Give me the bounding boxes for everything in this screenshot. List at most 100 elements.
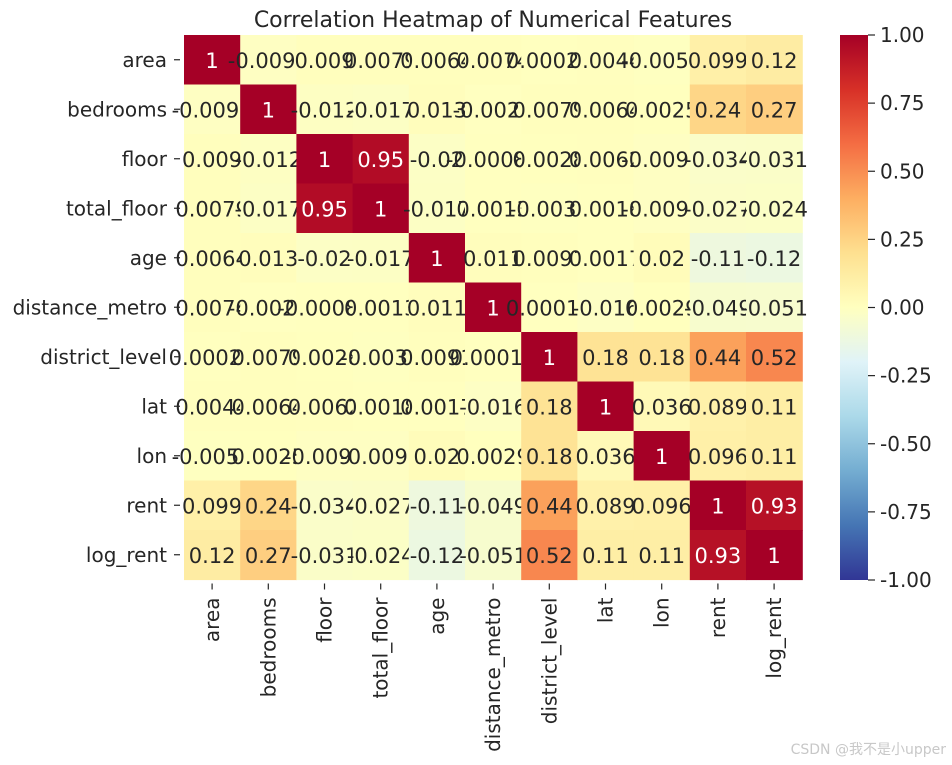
heatmap-cell-distance_metro-distance_metro (465, 282, 522, 333)
colorbar-tick-label-0.50: 0.50 (880, 159, 925, 183)
cell-value-label-distance_metro-area: 0.0074 (175, 296, 248, 320)
heatmap-cell-lon-rent (689, 431, 747, 482)
heatmap-cell-rent-age (408, 480, 466, 531)
heatmap-cell-rent-lon (633, 480, 691, 531)
cell-value-label-lat-area: 0.0044 (175, 395, 248, 419)
heatmap-cell-bedrooms-lon (633, 84, 691, 135)
heatmap-cell-area-age (408, 35, 466, 86)
cell-value-label-bedrooms-area: -0.0096 (172, 98, 253, 122)
heatmap-cell-district_level-log_rent (746, 332, 803, 383)
cell-value-label-floor-lat: 0.0062 (569, 148, 642, 172)
cell-value-label-log_rent-bedrooms: 0.27 (245, 544, 292, 568)
heatmap-cell-rent-bedrooms (240, 480, 297, 531)
heatmap-cell-total_floor-distance_metro (465, 183, 522, 234)
x-tick-label-lon: lon (650, 598, 674, 628)
heatmap-cell-rent-lat (577, 480, 635, 531)
y-tick-label-lon: lon (137, 444, 167, 468)
heatmap-cell-area-bedrooms (240, 35, 297, 86)
heatmap-cell-age-log_rent (746, 233, 803, 284)
heatmap-cell-bedrooms-age (408, 84, 466, 135)
cell-value-label-total_floor-district_level: -0.0036 (509, 197, 590, 221)
heatmap-cell-bedrooms-bedrooms (240, 84, 297, 135)
cell-value-label-area-total_floor: 0.0079 (344, 49, 417, 73)
heatmap-cell-floor-lat (577, 134, 635, 185)
heatmap-cell-age-floor (296, 233, 354, 284)
cell-value-label-floor-age: -0.02 (410, 148, 464, 172)
heatmap-cell-log_rent-log_rent (746, 530, 803, 581)
x-tick-label-floor: floor (313, 597, 337, 643)
heatmap-cell-district_level-rent (689, 332, 747, 383)
cell-value-label-total_floor-area: 0.0079 (175, 197, 248, 221)
cell-value-label-total_floor-bedrooms: -0.017 (234, 197, 302, 221)
heatmap-cell-total_floor-rent (689, 183, 747, 234)
cell-value-label-distance_metro-log_rent: -0.051 (740, 296, 808, 320)
cell-value-label-rent-lon: 0.096 (632, 494, 692, 518)
cell-value-label-area-age: 0.0064 (400, 49, 473, 73)
heatmap-cell-bedrooms-distance_metro (465, 84, 522, 135)
colorbar-tick-label--0.25: -0.25 (880, 364, 932, 388)
heatmap-cell-lon-district_level (521, 431, 578, 482)
cell-value-label-lon-log_rent: 0.11 (751, 445, 798, 469)
cell-value-label-lon-bedrooms: 0.0025 (232, 445, 305, 469)
heatmap-cell-floor-district_level (521, 134, 578, 185)
cell-value-label-total_floor-total_floor: 1 (374, 197, 387, 221)
heatmap-cell-floor-area (184, 134, 241, 185)
heatmap-cell-distance_metro-district_level (521, 282, 578, 333)
cell-value-label-age-floor: -0.02 (297, 247, 351, 271)
cell-value-label-distance_metro-total_floor: 0.0013 (344, 296, 417, 320)
heatmap-cell-age-bedrooms (240, 233, 297, 284)
colorbar: -1.00 -0.75 -0.50 -0.25 0.00 0.25 0.50 0.75 1.00 (840, 23, 932, 592)
heatmap-cell-total_floor-district_level (521, 183, 578, 234)
cell-value-label-log_rent-lon: 0.11 (638, 544, 685, 568)
cell-value-label-log_rent-distance_metro: -0.051 (459, 544, 527, 568)
cell-value-label-rent-bedrooms: 0.24 (245, 494, 292, 518)
heatmap-cell-distance_metro-lon (633, 282, 691, 333)
colorbar-gradient (840, 35, 868, 580)
cell-value-label-floor-bedrooms: -0.012 (234, 148, 302, 172)
cell-value-label-district_level-log_rent: 0.52 (751, 346, 798, 370)
cell-value-label-bedrooms-log_rent: 0.27 (751, 98, 798, 122)
cell-value-label-floor-floor: 1 (318, 148, 331, 172)
cell-value-label-total_floor-distance_metro: 0.0013 (456, 197, 529, 221)
cell-value-label-lat-lon: 0.036 (632, 395, 692, 419)
heatmap-cell-distance_metro-log_rent (746, 282, 803, 333)
cell-value-label-area-rent: 0.099 (688, 49, 748, 73)
heatmap-cell-lon-log_rent (746, 431, 803, 482)
cell-value-label-lat-bedrooms: 0.0064 (232, 395, 305, 419)
heatmap-cell-district_level-total_floor (352, 332, 410, 383)
cell-value-label-area-bedrooms: -0.0096 (228, 49, 309, 73)
watermark: CSDN @我不是小upper (790, 742, 946, 758)
heatmap-cell-lat-total_floor (352, 381, 410, 432)
heatmap-cell-lon-lat (577, 431, 635, 482)
heatmap-cell-log_rent-district_level (521, 530, 578, 581)
heatmap-cell-rent-district_level (521, 480, 578, 531)
cell-value-label-log_rent-age: -0.12 (410, 544, 464, 568)
heatmap-cell-lon-lon (633, 431, 691, 482)
heatmap-cell-age-age (408, 233, 466, 284)
colorbar-tick-label--0.50: -0.50 (880, 432, 932, 456)
heatmap-cell-floor-distance_metro (465, 134, 522, 185)
x-tick-label-area: area (200, 598, 224, 643)
heatmap-cell-age-district_level (521, 233, 578, 284)
heatmap-cell-distance_metro-lat (577, 282, 635, 333)
heatmap-cell-total_floor-lon (633, 183, 691, 234)
heatmap-cell-age-total_floor (352, 233, 410, 284)
heatmap-cell-total_floor-lat (577, 183, 635, 234)
cell-value-label-age-district_level: 0.0091 (513, 247, 586, 271)
cell-value-label-age-lat: 0.0017 (569, 247, 642, 271)
y-tick-label-area: area (122, 48, 167, 72)
heatmap-cell-age-distance_metro (465, 233, 522, 284)
cell-value-label-age-lon: 0.02 (638, 247, 685, 271)
cell-value-label-bedrooms-distance_metro: -0.0025 (453, 98, 534, 122)
cell-value-label-lon-lat: 0.036 (575, 445, 635, 469)
heatmap-cell-distance_metro-floor (296, 282, 354, 333)
cell-value-label-district_level-lon: 0.18 (638, 346, 685, 370)
cell-value-label-rent-distance_metro: -0.049 (459, 494, 527, 518)
heatmap-cell-age-area (184, 233, 241, 284)
cell-value-label-lat-lat: 1 (599, 395, 612, 419)
heatmap-cell-distance_metro-area (184, 282, 241, 333)
cell-value-label-rent-rent: 1 (711, 494, 724, 518)
heatmap-cell-district_level-floor (296, 332, 354, 383)
heatmap-cell-floor-floor (296, 134, 354, 185)
